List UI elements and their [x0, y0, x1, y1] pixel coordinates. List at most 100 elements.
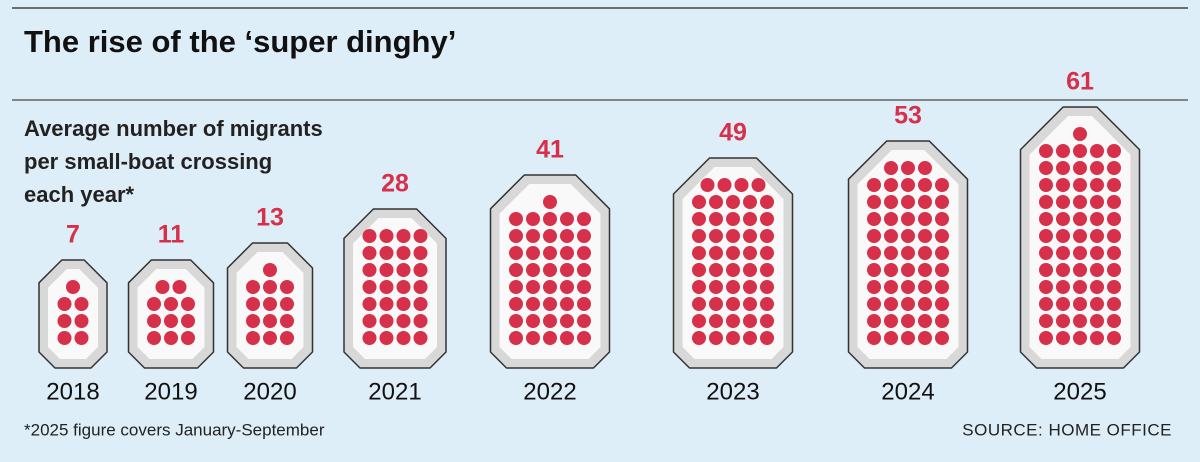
- migrant-dot: [509, 229, 523, 243]
- migrant-dot: [1039, 297, 1053, 311]
- migrant-dot: [751, 178, 766, 192]
- migrant-dot: [726, 195, 740, 209]
- migrant-dot: [577, 212, 591, 226]
- migrant-dot: [1090, 246, 1104, 260]
- migrant-dot: [280, 297, 294, 311]
- migrant-dot: [884, 297, 898, 311]
- migrant-dot: [57, 314, 72, 328]
- migrant-dots: [692, 178, 774, 345]
- subtitle-line: each year*: [24, 182, 135, 207]
- migrant-dot: [379, 229, 394, 243]
- migrant-dot: [1107, 331, 1121, 345]
- migrant-dot: [935, 263, 949, 277]
- migrant-dot: [1056, 314, 1070, 328]
- migrant-dot: [726, 229, 740, 243]
- x-tick-label: 2024: [881, 378, 934, 405]
- migrant-dot: [1056, 212, 1070, 226]
- migrant-dot: [709, 212, 723, 226]
- migrant-dot: [1056, 144, 1070, 158]
- migrant-dot: [1073, 127, 1087, 141]
- migrant-dot: [918, 280, 932, 294]
- migrant-dot: [760, 195, 774, 209]
- migrant-dot: [560, 246, 574, 260]
- migrant-dot: [709, 297, 723, 311]
- migrant-dot: [396, 331, 411, 345]
- migrant-dot: [155, 280, 170, 294]
- value-label: 41: [536, 136, 564, 164]
- migrant-dot: [181, 331, 195, 345]
- migrant-dot: [263, 280, 277, 294]
- migrant-dot: [543, 246, 557, 260]
- migrant-dot: [246, 297, 260, 311]
- migrant-dot: [543, 297, 557, 311]
- value-label: 11: [158, 221, 185, 249]
- migrant-dot: [362, 297, 377, 311]
- migrant-dot: [1039, 178, 1053, 192]
- migrant-dot: [560, 314, 574, 328]
- migrant-dot: [181, 314, 195, 328]
- migrant-dot: [543, 195, 557, 209]
- x-tick-label: 2020: [243, 378, 296, 405]
- migrant-dot: [867, 280, 881, 294]
- migrant-dot: [509, 314, 523, 328]
- migrant-dot: [1090, 229, 1104, 243]
- x-tick-label: 2025: [1053, 378, 1106, 405]
- migrant-dot: [543, 331, 557, 345]
- migrant-dot: [726, 246, 740, 260]
- migrant-dot: [396, 263, 411, 277]
- migrant-dot: [743, 314, 757, 328]
- value-label: 7: [66, 221, 80, 249]
- migrant-dot: [74, 331, 89, 345]
- x-tick-label: 2018: [46, 378, 99, 405]
- migrant-dot: [577, 314, 591, 328]
- migrant-dot: [726, 297, 740, 311]
- migrant-dot: [560, 229, 574, 243]
- migrant-dot: [560, 280, 574, 294]
- migrant-dot: [1039, 314, 1053, 328]
- migrant-dot: [1107, 144, 1121, 158]
- migrant-dot: [918, 297, 932, 311]
- migrant-dot: [743, 331, 757, 345]
- migrant-dot: [509, 331, 523, 345]
- migrant-dot: [709, 280, 723, 294]
- migrant-dot: [526, 314, 540, 328]
- migrant-dot: [413, 229, 428, 243]
- migrant-dot: [743, 297, 757, 311]
- migrant-dot: [263, 314, 277, 328]
- migrant-dot: [74, 314, 89, 328]
- migrant-dot: [1039, 212, 1053, 226]
- migrant-dot: [1039, 195, 1053, 209]
- migrant-dot: [263, 331, 277, 345]
- migrant-dot: [726, 331, 740, 345]
- migrant-dot: [1073, 212, 1087, 226]
- migrant-dot: [901, 212, 915, 226]
- migrant-dot: [379, 263, 394, 277]
- migrant-dot: [1107, 229, 1121, 243]
- migrant-dot: [717, 178, 732, 192]
- migrant-dot: [396, 246, 411, 260]
- migrant-dot: [692, 331, 706, 345]
- migrant-dot: [935, 195, 949, 209]
- migrant-dot: [743, 195, 757, 209]
- migrant-dot: [1073, 246, 1087, 260]
- migrant-dot: [692, 314, 706, 328]
- migrant-dot: [1039, 161, 1053, 175]
- migrant-dot: [709, 331, 723, 345]
- value-label: 13: [256, 204, 284, 232]
- migrant-dot: [760, 280, 774, 294]
- migrant-dot: [1056, 280, 1070, 294]
- migrant-dot: [1090, 212, 1104, 226]
- migrant-dot: [901, 178, 915, 192]
- migrant-dot: [509, 212, 523, 226]
- migrant-dot: [692, 212, 706, 226]
- migrant-dot: [164, 297, 178, 311]
- migrant-dot: [181, 297, 195, 311]
- migrant-dot: [1090, 161, 1104, 175]
- migrant-dot: [901, 280, 915, 294]
- migrant-dot: [1039, 263, 1053, 277]
- migrant-dot: [1073, 161, 1087, 175]
- value-label: 53: [894, 102, 922, 130]
- migrant-dot: [362, 246, 377, 260]
- migrant-dot: [743, 212, 757, 226]
- migrant-dot: [760, 212, 774, 226]
